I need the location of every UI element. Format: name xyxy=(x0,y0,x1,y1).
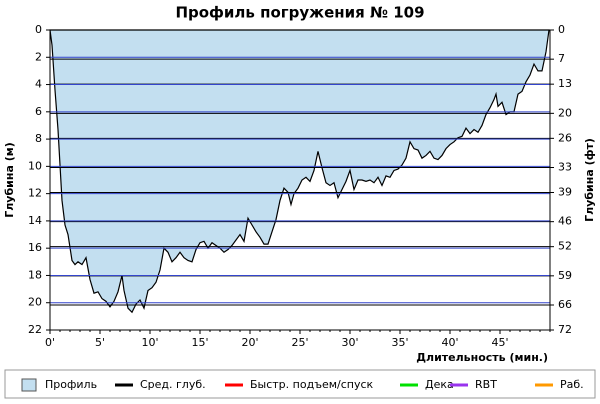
x-tick-label: 15' xyxy=(191,336,208,349)
legend-label: Сред. глуб. xyxy=(140,378,206,391)
x-tick-label: 25' xyxy=(291,336,308,349)
x-tick-label: 20' xyxy=(241,336,258,349)
x-tick-label: 5' xyxy=(95,336,105,349)
x-tick-label: 35' xyxy=(391,336,408,349)
legend-label: Дека xyxy=(425,378,454,391)
y2-tick-label: 46 xyxy=(558,215,572,228)
y2-tick-label: 13 xyxy=(558,77,572,90)
legend-label: Раб. xyxy=(560,378,584,391)
legend-box xyxy=(4,369,596,399)
y2-tick-label: 59 xyxy=(558,269,572,282)
y2-tick-label: 66 xyxy=(558,298,572,311)
legend-label: Быстр. подъем/спуск xyxy=(250,378,374,391)
x-tick-label: 30' xyxy=(341,336,358,349)
y-tick-label: 20 xyxy=(28,296,42,309)
y2-tick-label: 0 xyxy=(558,23,565,36)
y2-tick-label: 72 xyxy=(558,323,572,336)
y2-tick-label: 52 xyxy=(558,240,572,253)
y-tick-label: 14 xyxy=(28,214,42,227)
x-tick-label: 40' xyxy=(441,336,458,349)
y-tick-label: 6 xyxy=(35,105,42,118)
y-tick-label: 18 xyxy=(28,268,42,281)
x-tick-label: 10' xyxy=(141,336,158,349)
x-axis-title: Длительность (мин.) xyxy=(416,351,548,364)
y2-tick-label: 20 xyxy=(558,106,572,119)
y-tick-label: 16 xyxy=(28,241,42,254)
y-tick-label: 8 xyxy=(35,132,42,145)
y-tick-label: 0 xyxy=(35,23,42,36)
chart-title: Профиль погружения № 109 xyxy=(175,4,424,22)
y-tick-label: 22 xyxy=(28,323,42,336)
y-tick-label: 10 xyxy=(28,159,42,172)
y2-tick-label: 33 xyxy=(558,161,572,174)
legend-label: RBT xyxy=(475,378,497,391)
y-axis-title: Глубина (м) xyxy=(3,142,16,218)
y-tick-label: 4 xyxy=(35,78,42,91)
y-tick-label: 12 xyxy=(28,187,42,200)
y-tick-label: 2 xyxy=(35,50,42,63)
y2-tick-label: 39 xyxy=(558,186,572,199)
y2-tick-label: 26 xyxy=(558,131,572,144)
x-tick-label: 45' xyxy=(491,336,508,349)
y2-tick-label: 7 xyxy=(558,52,565,65)
legend-swatch xyxy=(21,378,37,392)
x-tick-label: 0' xyxy=(45,336,55,349)
legend-label: Профиль xyxy=(45,378,97,391)
y2-axis-title: Глубина (фт) xyxy=(583,138,596,222)
